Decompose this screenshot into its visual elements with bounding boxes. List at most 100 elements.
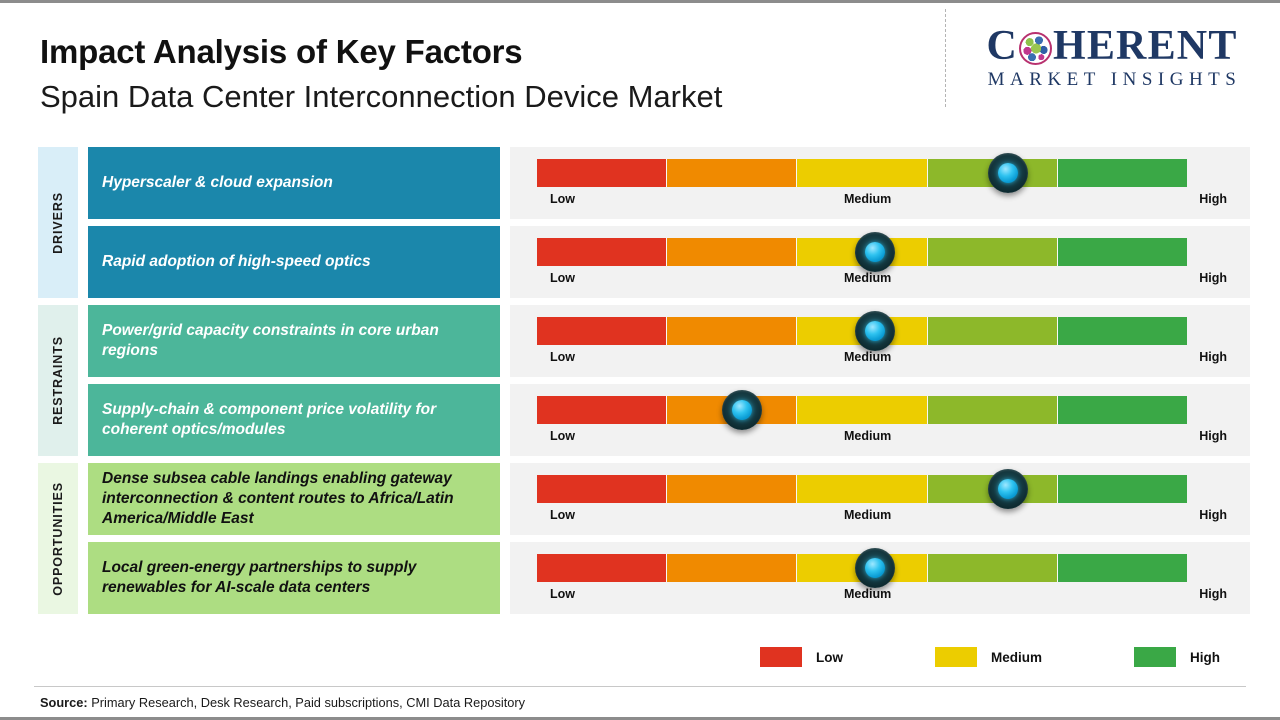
factor-label: Rapid adoption of high-speed optics bbox=[102, 253, 371, 271]
source-line: Source: Primary Research, Desk Research,… bbox=[40, 695, 525, 710]
gauge-scale-labels: Low Medium High bbox=[537, 271, 1227, 291]
factor-label: Supply-chain & component price volatilit… bbox=[102, 401, 437, 438]
gauge-segment-4 bbox=[927, 238, 1058, 266]
impact-gauge: Low Medium High bbox=[510, 226, 1250, 298]
gauge-segment-2 bbox=[667, 317, 798, 345]
legend-swatch bbox=[760, 647, 802, 667]
gauge-label-high: High bbox=[1199, 587, 1227, 601]
gauge-label-medium: Medium bbox=[844, 350, 892, 364]
category-tab-opportunities[interactable]: OPPORTUNITIES bbox=[38, 463, 78, 614]
gauge-label-low: Low bbox=[550, 508, 575, 522]
legend-item: High bbox=[1134, 647, 1220, 667]
brand-logo: C HERENT MARKET INSIGHTS bbox=[962, 25, 1262, 91]
globe-icon bbox=[1018, 31, 1052, 65]
gauge-label-medium: Medium bbox=[844, 429, 892, 443]
category-label: DRIVERS bbox=[51, 191, 65, 254]
gauge-segment-1 bbox=[537, 396, 668, 424]
gauge-scale-labels: Low Medium High bbox=[537, 508, 1227, 528]
gauge-bar bbox=[537, 159, 1188, 187]
factor-box[interactable]: Supply-chain & component price volatilit… bbox=[88, 384, 500, 456]
impact-marker[interactable] bbox=[855, 548, 895, 588]
factor-box[interactable]: Dense subsea cable landings enabling gat… bbox=[88, 463, 500, 535]
gauge-label-low: Low bbox=[550, 271, 575, 285]
gauge-label-low: Low bbox=[550, 587, 575, 601]
category-tab-restraints[interactable]: RESTRAINTS bbox=[38, 305, 78, 456]
category-group: RESTRAINTS bbox=[38, 305, 78, 456]
gauge-label-medium: Medium bbox=[844, 508, 892, 522]
factor-box[interactable]: Hyperscaler & cloud expansion bbox=[88, 147, 500, 219]
legend: Low Medium High bbox=[760, 647, 1220, 667]
gauge-scale-labels: Low Medium High bbox=[537, 429, 1227, 449]
legend-swatch bbox=[1134, 647, 1177, 667]
gauge-segment-2 bbox=[667, 159, 798, 187]
gauge-label-high: High bbox=[1199, 350, 1227, 364]
impact-marker[interactable] bbox=[855, 232, 895, 272]
legend-swatch bbox=[935, 647, 977, 667]
gauge-segment-5 bbox=[1057, 554, 1188, 582]
logo-divider bbox=[945, 9, 946, 107]
impact-gauge: Low Medium High bbox=[510, 384, 1250, 456]
gauge-scale-labels: Low Medium High bbox=[537, 350, 1227, 370]
factor-label: Dense subsea cable landings enabling gat… bbox=[102, 470, 454, 527]
impact-gauge: Low Medium High bbox=[510, 542, 1250, 614]
gauge-segment-5 bbox=[1057, 238, 1188, 266]
title-block: Impact Analysis of Key Factors Spain Dat… bbox=[40, 33, 722, 115]
source-label: Source: bbox=[40, 695, 88, 710]
gauge-segment-1 bbox=[537, 475, 668, 503]
gauge-segment-3 bbox=[797, 475, 928, 503]
gauge-segment-1 bbox=[537, 159, 668, 187]
legend-item: Medium bbox=[935, 647, 1042, 667]
gauge-segment-5 bbox=[1057, 159, 1188, 187]
gauge-segment-5 bbox=[1057, 317, 1188, 345]
impact-marker[interactable] bbox=[988, 153, 1029, 193]
logo-tagline: MARKET INSIGHTS bbox=[987, 69, 1242, 90]
gauge-bar bbox=[537, 396, 1188, 424]
legend-item: Low bbox=[760, 647, 843, 667]
gauge-label-medium: Medium bbox=[844, 587, 892, 601]
legend-label: High bbox=[1190, 649, 1221, 665]
factor-box[interactable]: Local green-energy partnerships to suppl… bbox=[88, 542, 500, 614]
gauge-segment-3 bbox=[797, 159, 928, 187]
gauge-label-medium: Medium bbox=[844, 192, 892, 206]
legend-label: Medium bbox=[991, 649, 1043, 665]
impact-marker[interactable] bbox=[855, 311, 895, 351]
gauge-label-medium: Medium bbox=[844, 271, 892, 285]
page-title: Impact Analysis of Key Factors bbox=[40, 33, 523, 70]
page-subtitle: Spain Data Center Interconnection Device… bbox=[40, 78, 723, 114]
gauge-label-high: High bbox=[1199, 271, 1227, 285]
gauge-segment-3 bbox=[797, 396, 928, 424]
gauge-segment-1 bbox=[537, 554, 668, 582]
category-label: OPPORTUNITIES bbox=[51, 481, 65, 596]
factor-label: Local green-energy partnerships to suppl… bbox=[102, 559, 417, 596]
gauge-segment-2 bbox=[667, 238, 798, 266]
gauge-label-high: High bbox=[1199, 429, 1227, 443]
factor-box[interactable]: Rapid adoption of high-speed optics bbox=[88, 226, 500, 298]
category-group: OPPORTUNITIES bbox=[38, 463, 78, 614]
source-text: Primary Research, Desk Research, Paid su… bbox=[87, 695, 526, 710]
gauge-segment-2 bbox=[667, 475, 798, 503]
gauge-scale-labels: Low Medium High bbox=[537, 192, 1227, 212]
impact-marker[interactable] bbox=[721, 390, 762, 430]
gauge-segment-5 bbox=[1057, 475, 1188, 503]
impact-gauge: Low Medium High bbox=[510, 147, 1250, 219]
gauge-segment-2 bbox=[667, 554, 798, 582]
gauge-bar bbox=[537, 475, 1188, 503]
gauge-segment-1 bbox=[537, 238, 668, 266]
category-group: DRIVERS bbox=[38, 147, 78, 298]
gauge-segment-5 bbox=[1057, 396, 1188, 424]
gauge-label-low: Low bbox=[550, 192, 575, 206]
gauge-label-low: Low bbox=[550, 429, 575, 443]
factor-box[interactable]: Power/grid capacity constraints in core … bbox=[88, 305, 500, 377]
category-tab-drivers[interactable]: DRIVERS bbox=[38, 147, 78, 298]
factor-label: Hyperscaler & cloud expansion bbox=[102, 174, 333, 192]
header: Impact Analysis of Key Factors Spain Dat… bbox=[0, 3, 1280, 135]
gauge-label-low: Low bbox=[550, 350, 575, 364]
impact-marker[interactable] bbox=[988, 469, 1029, 509]
legend-label: Low bbox=[816, 649, 843, 665]
footer-divider bbox=[34, 686, 1246, 687]
logo-letters-herent: HERENT bbox=[1052, 23, 1238, 69]
gauge-segment-4 bbox=[927, 396, 1058, 424]
gauge-segment-1 bbox=[537, 317, 668, 345]
factor-label: Power/grid capacity constraints in core … bbox=[102, 322, 439, 359]
